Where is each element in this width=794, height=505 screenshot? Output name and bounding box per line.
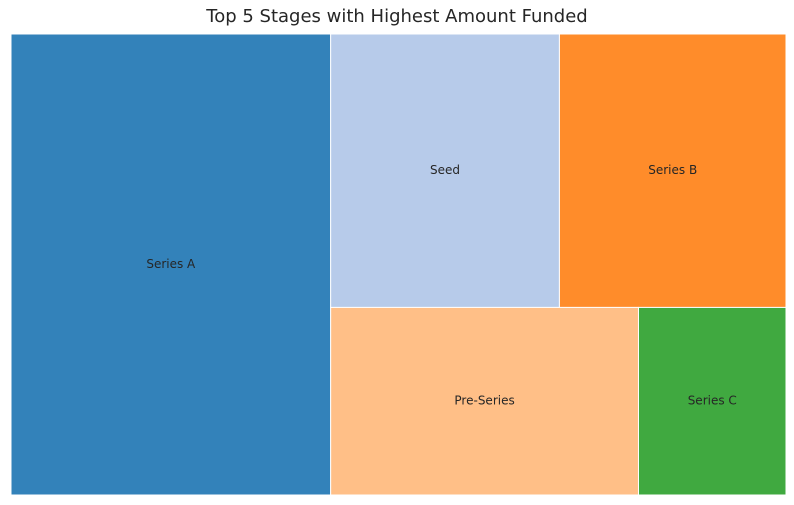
tile-label-seed: Seed [430, 163, 460, 177]
chart-title: Top 5 Stages with Highest Amount Funded [206, 6, 588, 27]
tile-series-c [637, 306, 787, 496]
treemap-tiles: Series A Seed Series B Pre-Series Series C [10, 33, 787, 496]
tile-label-pre-series: Pre-Series [454, 394, 514, 408]
tile-label-series-b: Series B [648, 163, 697, 177]
tile-label-series-c: Series C [688, 394, 737, 408]
tile-pre-series [330, 306, 639, 496]
tile-label-series-a: Series A [146, 257, 196, 271]
tile-series-b [558, 33, 787, 308]
tile-seed [330, 33, 560, 308]
